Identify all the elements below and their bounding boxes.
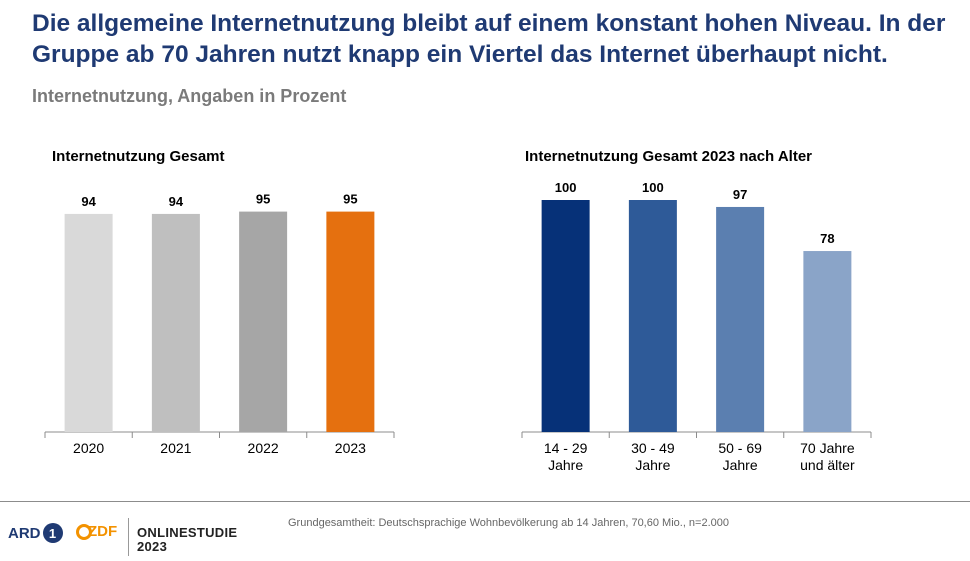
bar	[628, 200, 677, 432]
brand-onlinestudie: ONLINESTUDIE 2023	[137, 526, 237, 554]
ard-logo-text: ARD	[8, 524, 41, 542]
chart-2-title: Internetnutzung Gesamt 2023 nach Alter	[525, 148, 813, 165]
category-label: 14 - 29	[544, 440, 588, 456]
brand-line-1: ONLINESTUDIE	[137, 525, 238, 540]
category-label: 2021	[160, 440, 191, 456]
data-label: 94	[169, 194, 184, 209]
zdf-ring-icon	[76, 523, 92, 540]
category-label: Jahre	[723, 457, 758, 473]
zdf-logo-text: ZDF	[88, 523, 118, 540]
footer-divider	[0, 501, 970, 502]
brand-line-2: 2023	[137, 539, 168, 554]
chart-1-title: Internetnutzung Gesamt	[52, 148, 225, 165]
zdf-logo: ZDF	[76, 523, 117, 540]
category-label: 30 - 49	[631, 440, 675, 456]
ard-one-icon: 1	[42, 523, 63, 543]
footnote: Grundgesamtheit: Deutschsprachige Wohnbe…	[288, 517, 729, 529]
data-label: 100	[642, 180, 664, 195]
bar	[64, 213, 113, 432]
bar	[239, 211, 288, 432]
category-label: 70 Jahre	[800, 440, 855, 456]
bar	[541, 200, 590, 432]
ard-logo: ARD 1	[8, 523, 63, 543]
category-label: 2020	[73, 440, 104, 456]
bar	[151, 213, 200, 432]
category-label: Jahre	[635, 457, 670, 473]
category-label: Jahre	[548, 457, 583, 473]
subtitle: Internetnutzung, Angaben in Prozent	[32, 86, 347, 106]
chart-internet-usage-total: 94 2020 94 2021 95 2022 95 2023	[44, 192, 395, 456]
brand-separator	[128, 518, 129, 556]
category-label: 50 - 69	[718, 440, 762, 456]
data-label: 97	[733, 187, 747, 202]
data-label: 95	[256, 192, 270, 207]
bar	[716, 206, 765, 432]
category-label: 2022	[248, 440, 279, 456]
bar	[326, 211, 375, 432]
data-label: 94	[81, 194, 96, 209]
data-label: 100	[555, 180, 577, 195]
bar	[803, 251, 852, 432]
category-label: und älter	[800, 457, 855, 473]
data-label: 78	[820, 231, 834, 246]
category-label: 2023	[335, 440, 366, 456]
data-label: 95	[343, 192, 357, 207]
headline: Die allgemeine Internetnutzung bleibt au…	[32, 10, 946, 68]
